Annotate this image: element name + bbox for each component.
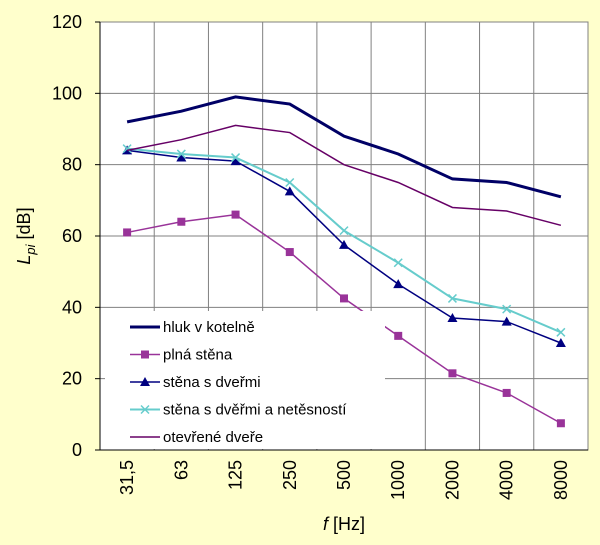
- marker: [556, 419, 565, 428]
- x-label-unit: [Hz]: [333, 514, 365, 534]
- marker: [447, 313, 458, 323]
- x-axis-label: f [Hz]: [323, 514, 365, 534]
- y-tick-label: 20: [62, 369, 82, 389]
- marker: [285, 177, 295, 188]
- marker: [502, 304, 512, 314]
- marker: [123, 228, 132, 237]
- marker: [502, 388, 511, 397]
- legend-label: otevřené dveře: [163, 429, 263, 446]
- y-tick-label: 60: [62, 226, 82, 246]
- legend-label: stěna s dveřmi: [163, 374, 261, 391]
- marker: [141, 350, 149, 359]
- marker: [177, 217, 186, 226]
- x-tick-label: 125: [226, 460, 246, 490]
- y-label-main: L: [14, 255, 34, 265]
- series-line: [126, 124, 562, 227]
- x-tick-label: 2000: [442, 460, 462, 500]
- legend: hluk v kotelně plná stěna stěna s dveřmi st…: [105, 311, 385, 449]
- marker: [285, 248, 294, 257]
- marker: [556, 327, 566, 337]
- legend-label: plná stěna: [163, 347, 233, 364]
- series-line: [126, 95, 562, 199]
- y-axis-label: Lpi [dB]: [14, 207, 38, 264]
- marker: [122, 144, 132, 154]
- x-tick-label: 4000: [497, 460, 517, 500]
- marker: [231, 153, 241, 163]
- marker: [393, 279, 404, 289]
- x-tick-label: 31,5: [117, 460, 137, 495]
- marker: [394, 331, 403, 340]
- marker: [340, 294, 348, 303]
- y-tick-label: 80: [62, 155, 82, 175]
- marker: [176, 149, 186, 159]
- x-tick-label: 500: [334, 460, 354, 490]
- x-tick-label: 63: [171, 460, 191, 480]
- marker: [140, 404, 150, 415]
- x-label-main: f: [323, 514, 330, 534]
- marker: [284, 186, 295, 196]
- legend-label: stěna s dvěřmi a netěsností: [163, 402, 347, 419]
- y-label-sub: pi: [23, 243, 38, 255]
- marker: [447, 293, 457, 303]
- marker: [393, 258, 403, 268]
- marker: [230, 156, 241, 166]
- marker: [339, 226, 349, 236]
- marker: [501, 316, 512, 326]
- y-label-unit: [dB]: [14, 207, 34, 239]
- marker: [140, 377, 150, 386]
- x-tick-label: 8000: [551, 460, 571, 500]
- y-tick-label: 100: [52, 83, 82, 103]
- marker: [231, 210, 240, 219]
- y-tick-label: 120: [52, 12, 82, 32]
- marker: [176, 152, 187, 162]
- marker: [339, 239, 349, 249]
- y-tick-label: 40: [62, 297, 82, 317]
- x-tick-label: 1000: [388, 460, 408, 500]
- y-tick-label: 0: [72, 440, 82, 460]
- marker: [448, 369, 457, 378]
- x-tick-label: 250: [280, 460, 300, 490]
- marker: [555, 338, 566, 347]
- legend-label: hluk v kotelně: [163, 319, 255, 336]
- legend-box: [105, 311, 385, 449]
